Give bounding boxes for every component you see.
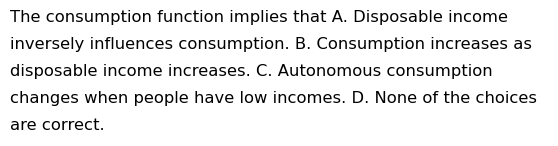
Text: are correct.: are correct.: [10, 118, 105, 133]
Text: disposable income increases. C. Autonomous consumption: disposable income increases. C. Autonomo…: [10, 64, 493, 79]
Text: The consumption function implies that A. Disposable income: The consumption function implies that A.…: [10, 10, 508, 25]
Text: changes when people have low incomes. D. None of the choices: changes when people have low incomes. D.…: [10, 91, 537, 106]
Text: inversely influences consumption. B. Consumption increases as: inversely influences consumption. B. Con…: [10, 37, 532, 52]
